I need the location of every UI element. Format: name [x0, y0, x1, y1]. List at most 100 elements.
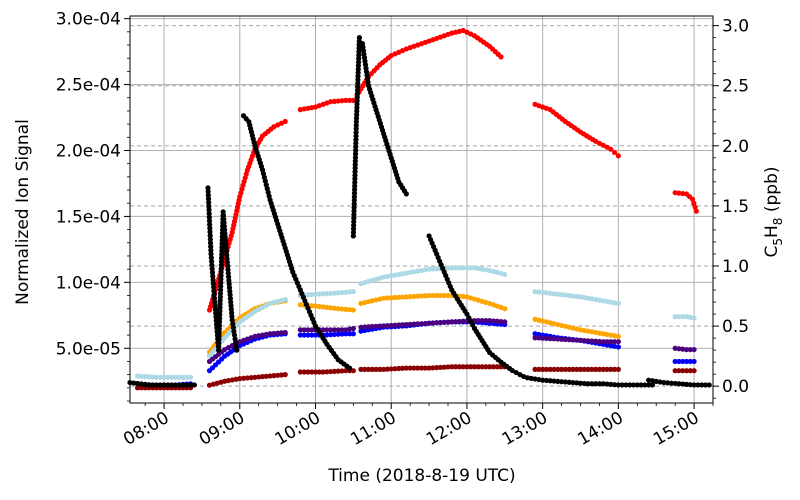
- data-point: [693, 208, 699, 214]
- data-point: [441, 319, 447, 325]
- x-tick-label: 14:00: [574, 408, 626, 450]
- data-point: [403, 294, 409, 300]
- data-point: [305, 332, 311, 338]
- data-point: [316, 291, 322, 297]
- data-point: [680, 346, 686, 352]
- data-point: [207, 240, 214, 246]
- data-point: [309, 303, 315, 309]
- data-point: [547, 290, 553, 296]
- y2-label-main: C: [762, 246, 782, 258]
- data-point: [309, 327, 315, 333]
- data-point: [452, 265, 459, 271]
- data-point: [312, 303, 319, 309]
- data-point: [328, 368, 334, 375]
- data-point: [305, 369, 311, 375]
- data-point: [490, 364, 497, 370]
- data-point: [634, 382, 640, 388]
- data-point: [403, 191, 409, 197]
- data-point: [157, 382, 163, 388]
- data-point: [604, 339, 610, 345]
- data-point: [672, 314, 678, 320]
- data-point: [430, 266, 436, 272]
- data-point: [350, 368, 356, 374]
- data-point: [449, 265, 455, 271]
- data-point: [540, 335, 546, 341]
- data-point: [244, 375, 250, 381]
- data-point: [574, 337, 580, 343]
- data-point: [422, 320, 428, 327]
- data-point: [210, 273, 216, 279]
- data-point: [209, 266, 215, 272]
- data-point: [468, 265, 474, 271]
- data-point: [282, 372, 288, 378]
- data-point: [388, 366, 394, 372]
- data-point: [661, 379, 667, 386]
- data-point: [180, 374, 186, 380]
- data-point: [581, 366, 587, 372]
- data-point: [672, 190, 678, 196]
- data-point: [562, 379, 568, 385]
- data-point: [309, 369, 315, 375]
- data-point: [142, 381, 148, 388]
- data-point: [547, 378, 553, 384]
- y2-tick-label: 1.5: [722, 197, 749, 217]
- data-point: [452, 319, 459, 325]
- data-point: [596, 366, 603, 372]
- data-point: [464, 364, 470, 370]
- data-point: [213, 310, 219, 316]
- data-point: [343, 289, 349, 295]
- data-point: [555, 366, 561, 372]
- data-point: [346, 97, 353, 103]
- data-point: [384, 366, 391, 372]
- data-point: [649, 382, 656, 388]
- data-point: [384, 323, 391, 329]
- data-point: [418, 365, 425, 371]
- data-point: [328, 332, 334, 338]
- data-point: [434, 320, 440, 326]
- data-point: [471, 364, 478, 370]
- data-point: [551, 366, 557, 372]
- data-point: [339, 331, 345, 337]
- data-point: [540, 289, 546, 296]
- data-point: [267, 331, 273, 337]
- data-point: [543, 377, 550, 384]
- x-tick-label: 11:00: [347, 408, 399, 450]
- data-point: [259, 374, 266, 380]
- data-point: [441, 364, 447, 370]
- data-point: [206, 210, 212, 217]
- data-point: [445, 265, 451, 271]
- data-point: [138, 385, 144, 391]
- data-point: [208, 255, 214, 261]
- data-point: [297, 332, 303, 338]
- data-point: [672, 368, 678, 374]
- data-point: [172, 382, 179, 388]
- data-point: [676, 381, 682, 387]
- y2-tick-label: 2.5: [722, 77, 749, 97]
- data-point: [680, 381, 686, 387]
- data-point: [664, 380, 671, 386]
- data-point: [422, 365, 428, 371]
- data-point: [350, 288, 356, 295]
- data-point: [153, 374, 160, 380]
- data-point: [445, 292, 451, 299]
- data-point: [331, 331, 338, 338]
- data-point: [434, 292, 440, 299]
- data-point: [320, 291, 326, 297]
- data-point: [399, 365, 406, 371]
- data-point: [456, 364, 462, 370]
- data-point: [335, 98, 341, 104]
- y2-tick-label: 0.0: [722, 377, 749, 397]
- data-point: [165, 374, 171, 380]
- data-point: [339, 306, 345, 312]
- gridlines: [130, 16, 713, 403]
- data-point: [615, 366, 621, 372]
- data-point: [585, 338, 591, 344]
- data-point: [369, 366, 375, 372]
- y-tick-label: 5.0e-05: [56, 339, 121, 359]
- data-point: [335, 306, 341, 312]
- data-point: [205, 192, 211, 198]
- data-point: [138, 373, 144, 379]
- data-point: [320, 369, 326, 375]
- data-point: [426, 266, 432, 272]
- data-point: [532, 335, 538, 341]
